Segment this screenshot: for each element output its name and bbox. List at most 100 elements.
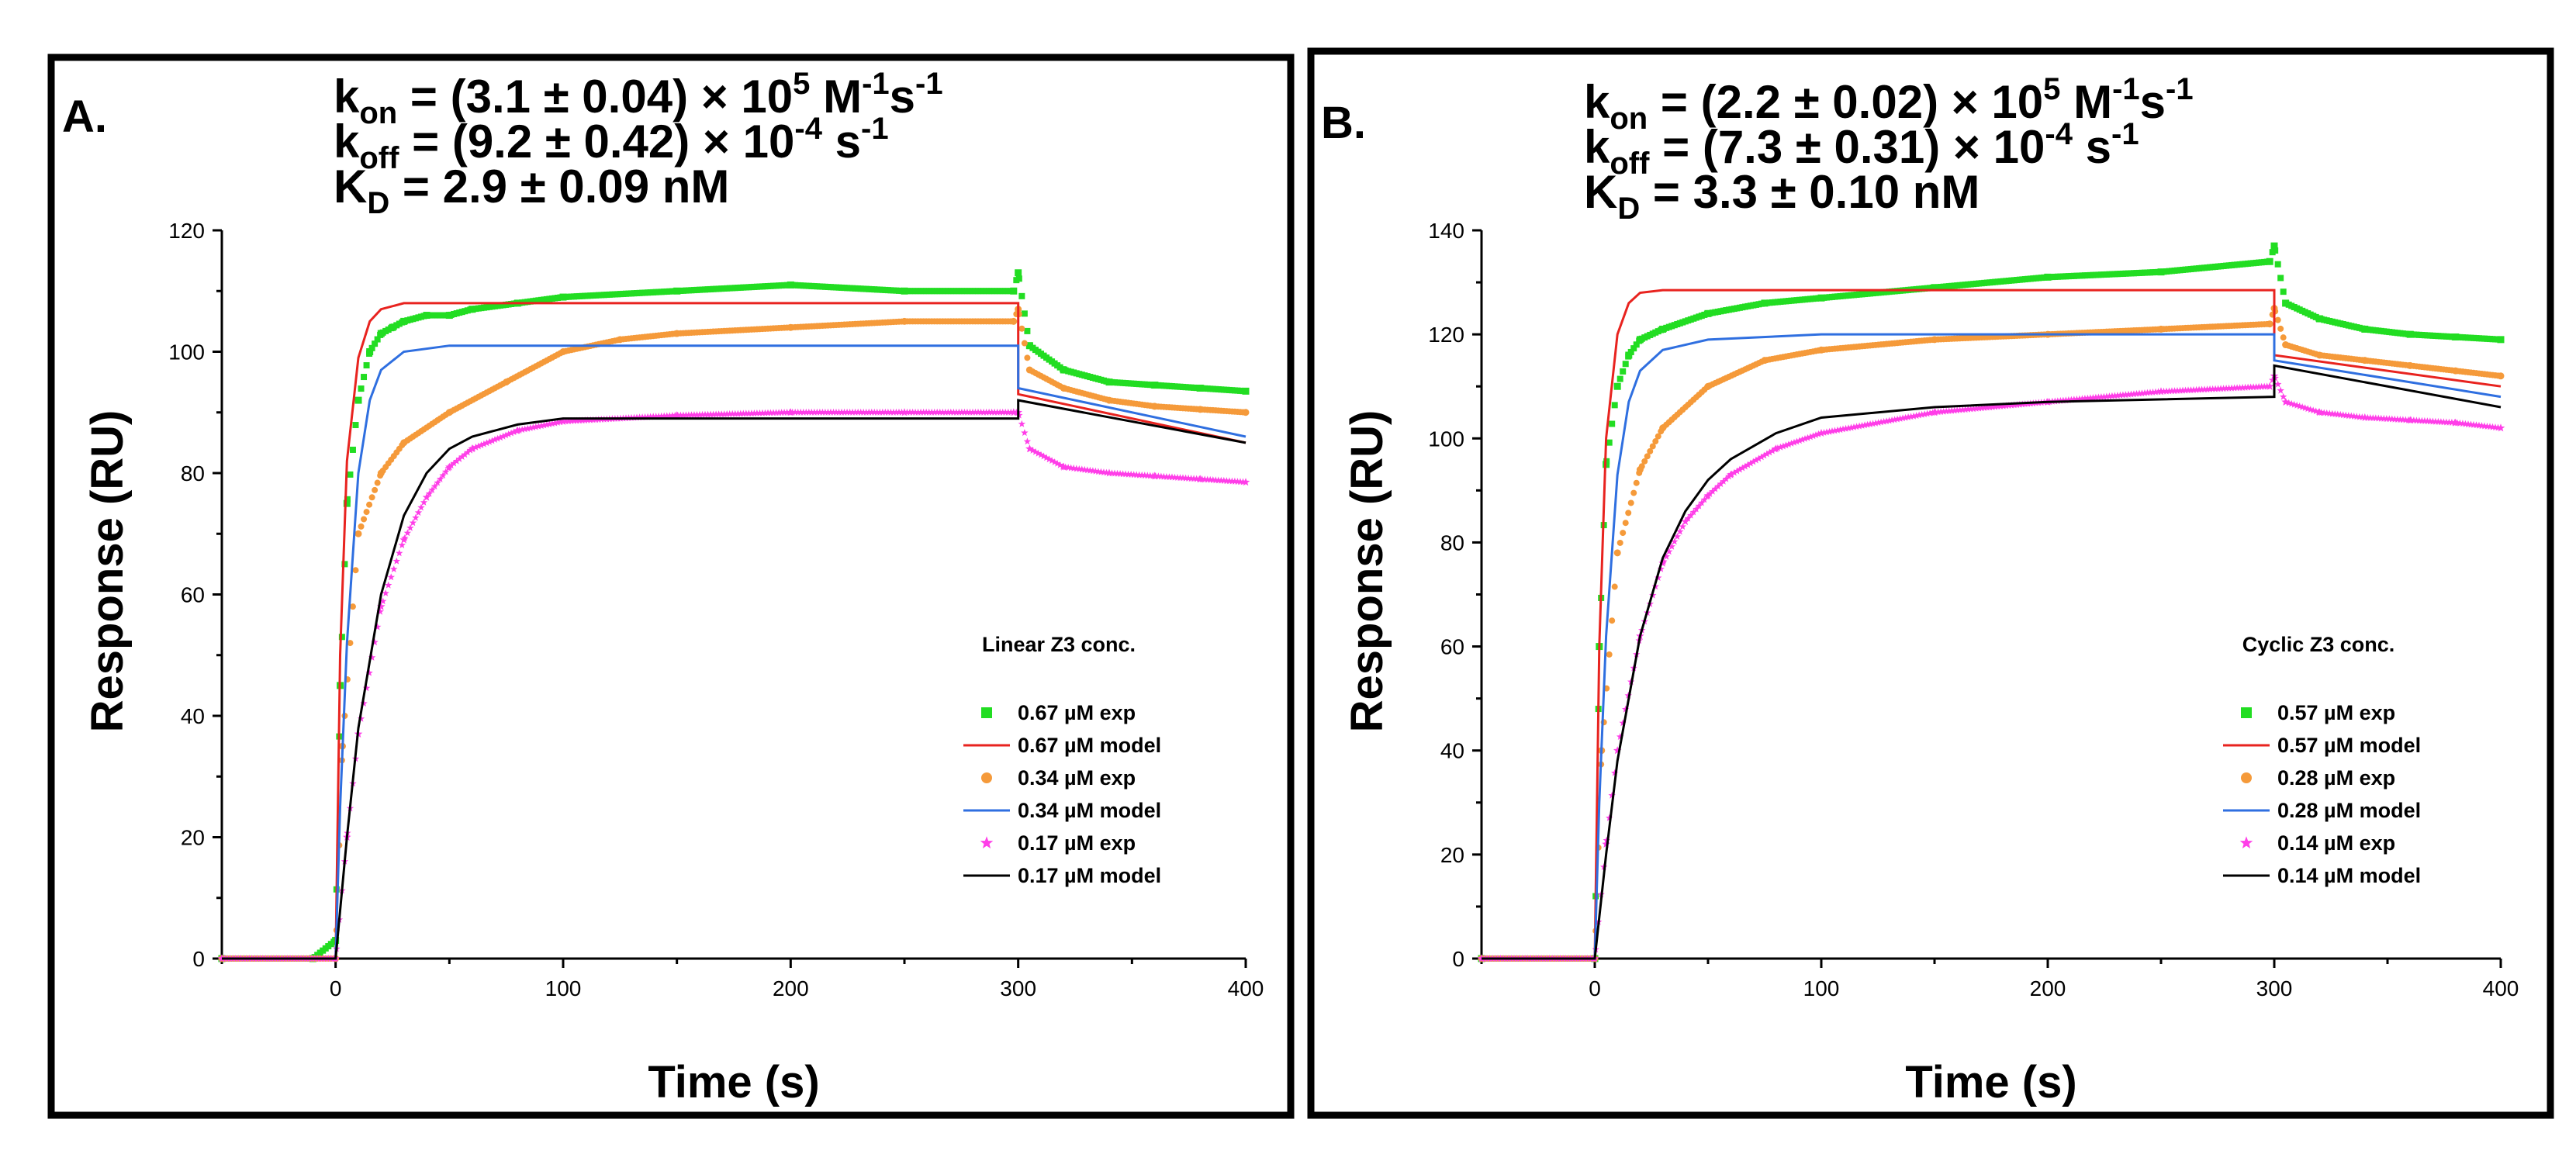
data-point xyxy=(486,437,493,445)
data-point xyxy=(2176,386,2184,394)
data-point xyxy=(1056,461,1064,468)
data-point xyxy=(859,408,867,416)
data-point xyxy=(1611,583,1618,590)
data-point xyxy=(565,417,572,425)
series-model-line xyxy=(1482,289,2502,960)
panel-b-frame xyxy=(1307,47,2554,1119)
kinetic-parameter: kon = (2.2 ± 0.02) × 105 M-1s-1 xyxy=(1584,72,2194,136)
data-point xyxy=(2272,247,2279,254)
data-point xyxy=(2192,385,2201,393)
data-point xyxy=(352,567,359,574)
data-point xyxy=(1029,446,1037,454)
data-point xyxy=(559,348,567,355)
data-point xyxy=(800,408,807,416)
data-point xyxy=(698,410,707,418)
data-point xyxy=(1048,457,1056,464)
data-point xyxy=(1010,287,1018,295)
series-model-line xyxy=(1482,333,2502,960)
data-point xyxy=(709,410,717,418)
data-point xyxy=(1034,449,1043,457)
data-point xyxy=(2496,423,2505,432)
data-point xyxy=(2405,416,2415,424)
data-point xyxy=(673,287,681,295)
data-point xyxy=(1687,511,1695,519)
data-point xyxy=(1659,325,1667,333)
data-point xyxy=(824,408,832,416)
data-point xyxy=(521,425,529,433)
data-point xyxy=(1787,439,1796,447)
data-point xyxy=(532,423,540,430)
data-point xyxy=(567,417,576,424)
data-point xyxy=(960,408,969,416)
series-model-line xyxy=(222,399,1247,960)
data-point xyxy=(1994,403,2002,410)
data-point xyxy=(1921,410,1928,418)
data-point xyxy=(870,408,878,416)
y-tick-label: 60 xyxy=(1440,635,1464,659)
legend-entry: 0.14 µM model xyxy=(2277,864,2421,887)
data-point xyxy=(2208,385,2217,392)
data-point xyxy=(461,451,469,458)
data-point xyxy=(1772,444,1780,453)
data-point xyxy=(1858,422,1866,429)
data-point xyxy=(787,323,794,331)
data-point xyxy=(2070,396,2078,403)
data-point xyxy=(876,408,883,416)
plot-area xyxy=(1477,242,2505,962)
data-point xyxy=(911,408,919,416)
data-point xyxy=(1980,403,1988,411)
data-point xyxy=(1720,477,1727,485)
data-point xyxy=(1242,387,1250,395)
data-point xyxy=(1901,413,1910,421)
data-point xyxy=(2005,402,2013,409)
data-point xyxy=(2230,384,2239,392)
data-point xyxy=(1652,438,1659,445)
data-point xyxy=(1831,427,1839,434)
data-point xyxy=(873,408,881,416)
data-point xyxy=(1741,462,1749,470)
data-point xyxy=(922,408,930,416)
legend-marker xyxy=(981,772,992,783)
data-point xyxy=(772,409,780,416)
data-point xyxy=(1679,523,1686,530)
data-point xyxy=(1817,294,1825,302)
data-point xyxy=(527,424,534,431)
data-point xyxy=(2135,389,2143,397)
data-point xyxy=(2235,384,2244,392)
data-point xyxy=(714,410,723,418)
legend-title: Linear Z3 conc. xyxy=(982,633,1136,656)
data-point xyxy=(693,411,701,418)
data-point xyxy=(1689,508,1697,516)
data-point xyxy=(1021,429,1029,437)
data-point xyxy=(1752,456,1760,464)
data-point xyxy=(400,317,408,325)
y-tick-label: 80 xyxy=(181,461,205,485)
data-point xyxy=(2201,385,2208,393)
data-point xyxy=(352,422,359,429)
data-point xyxy=(895,408,903,416)
data-point xyxy=(1611,769,1619,776)
data-point xyxy=(2149,388,2157,396)
data-point xyxy=(1888,416,1896,423)
data-point xyxy=(425,489,434,497)
kinetic-parameter: KD = 3.3 ± 0.10 nM xyxy=(1584,166,1980,226)
data-point xyxy=(1885,416,1893,424)
data-point xyxy=(366,501,373,508)
data-point xyxy=(925,408,933,416)
data-point xyxy=(721,410,728,417)
data-point xyxy=(764,409,772,416)
data-point xyxy=(687,411,696,419)
data-point xyxy=(477,441,486,448)
data-point xyxy=(1151,382,1159,389)
y-tick-label: 100 xyxy=(1428,427,1464,451)
data-point xyxy=(1060,366,1067,374)
data-point xyxy=(1834,426,1841,434)
data-point xyxy=(942,408,949,416)
series-model-line xyxy=(222,302,1247,960)
data-point xyxy=(996,408,1004,416)
data-point xyxy=(412,513,420,521)
data-point xyxy=(377,469,385,477)
data-point xyxy=(633,413,641,421)
series-exp xyxy=(218,269,1250,962)
